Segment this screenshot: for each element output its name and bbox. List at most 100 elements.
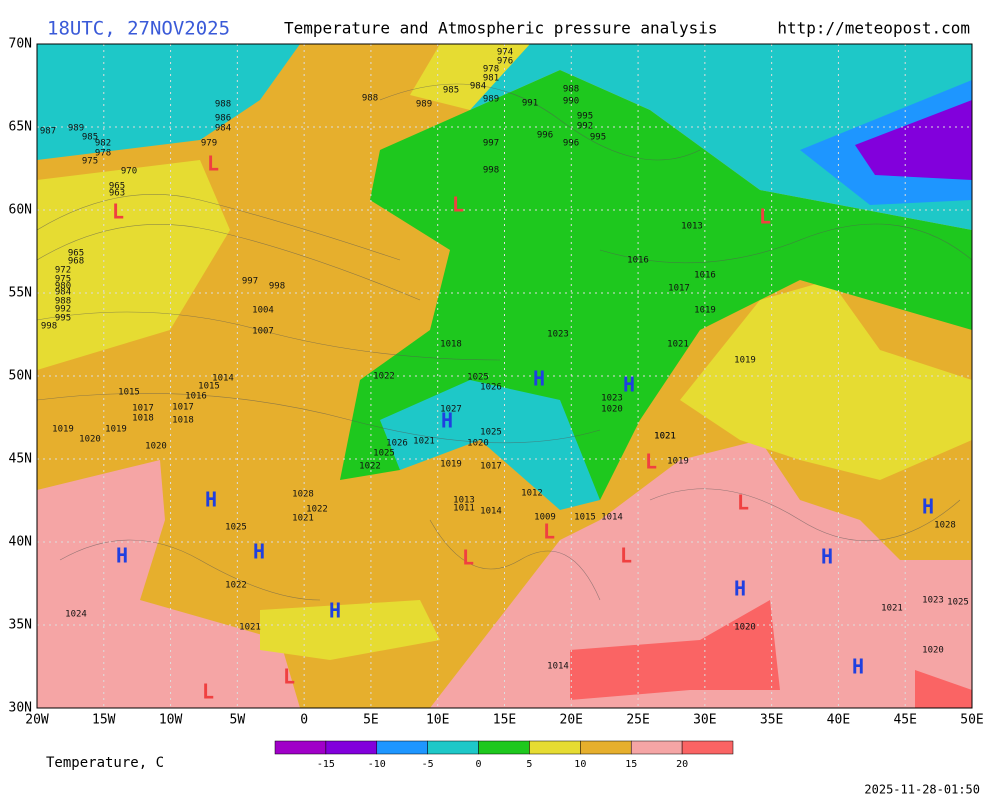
pressure-center: H	[533, 367, 545, 391]
lon-label: 35E	[760, 713, 783, 728]
legend-tick: 10	[574, 759, 586, 770]
pressure-center: H	[852, 655, 864, 679]
lon-label: 25E	[626, 713, 649, 728]
isobar-label: 1020	[734, 623, 756, 633]
isobar-label: 996	[563, 139, 579, 149]
isobar-label: 1022	[373, 372, 395, 382]
isobar-label: 1026	[480, 383, 502, 393]
isobar-label: 998	[41, 322, 57, 332]
isobar-label: 1013	[453, 496, 475, 506]
isobar-label: 1017	[480, 462, 502, 472]
isobar-label: 997	[242, 277, 258, 287]
isobar-label: 1022	[306, 505, 328, 515]
lon-label: 45E	[893, 713, 916, 728]
isobar-label: 1014	[212, 374, 234, 384]
legend-tick: 20	[676, 759, 688, 770]
isobar-label: 989	[416, 100, 432, 110]
lon-label: 40E	[827, 713, 850, 728]
isobar-label: 1021	[881, 604, 903, 614]
isobar-label: 1021	[667, 340, 689, 350]
pressure-center: L	[737, 491, 749, 515]
isobar-label: 1012	[521, 489, 543, 499]
isobar-label: 968	[68, 257, 84, 267]
isobar-label: 1021	[413, 437, 435, 447]
url: http://meteopost.com	[777, 19, 970, 38]
legend-tick: -10	[368, 759, 386, 770]
isobar-label: 1020	[922, 646, 944, 656]
isobar-label: 990	[563, 97, 579, 107]
isobar-label: 1015	[198, 382, 220, 392]
lon-label: 10E	[426, 713, 449, 728]
pressure-center: H	[253, 540, 265, 564]
isobar-label: 1023	[922, 596, 944, 606]
isobar-label: 1019	[52, 425, 74, 435]
isobar-label: 1018	[172, 416, 194, 426]
lat-label: 30N	[9, 701, 32, 716]
pressure-center: L	[462, 546, 474, 570]
isobar-label: 992	[55, 305, 71, 315]
lon-label: 30E	[693, 713, 716, 728]
timestamp: 2025-11-28-01:50	[864, 783, 980, 797]
lat-label: 70N	[9, 37, 32, 52]
pressure-center: H	[329, 599, 341, 623]
legend-swatch	[681, 740, 734, 755]
legend-swatch	[478, 740, 530, 755]
isobar-label: 1025	[467, 373, 489, 383]
lat-label: 45N	[9, 452, 32, 467]
legend-tick: 5	[526, 759, 532, 770]
isobar-label: 1018	[440, 340, 462, 350]
legend-swatch	[427, 740, 479, 755]
lat-label: 35N	[9, 618, 32, 633]
isobar-label: 981	[483, 74, 499, 84]
isobar-label: 988	[55, 297, 71, 307]
isobar-label: 1020	[79, 435, 101, 445]
lon-label: 15W	[92, 713, 116, 728]
isobar-label: 992	[577, 122, 593, 132]
pressure-center: L	[283, 665, 295, 689]
pressure-center: L	[452, 193, 464, 217]
legend-tick: 0	[476, 759, 482, 770]
isobar-label: 1021	[292, 514, 314, 524]
map-frame	[36, 43, 973, 709]
isobar-label: 980	[55, 282, 71, 292]
pressure-center: L	[543, 520, 555, 544]
pressure-center: H	[734, 577, 746, 601]
legend-swatch	[529, 740, 581, 755]
isobar-label: 1009	[534, 513, 556, 523]
isobar-label: 1018	[132, 414, 154, 424]
lon-label: 5E	[363, 713, 379, 728]
title: Temperature and Atmospheric pressure ana…	[284, 19, 717, 38]
isobar-label: 975	[55, 275, 71, 285]
pressure-center: L	[207, 152, 219, 176]
legend-swatch	[630, 740, 683, 755]
isobar-label: 1014	[480, 507, 502, 517]
isobar-label: 985	[443, 86, 459, 96]
isobar-label: 989	[483, 95, 499, 105]
legend-tick: 15	[625, 759, 637, 770]
pressure-center: H	[441, 409, 453, 433]
isobar-label: 1019	[105, 425, 127, 435]
isobar-label: 1019	[440, 460, 462, 470]
grid	[37, 44, 972, 708]
isobar-label: 1024	[65, 610, 87, 620]
time: 18UTC, 27NOV2025	[47, 18, 230, 40]
isobar-label: 1004	[252, 306, 274, 316]
isobar-label: 984	[215, 124, 231, 134]
pressure-center: L	[202, 680, 214, 704]
lon-label: 5W	[230, 713, 246, 728]
isobar-label: 982	[95, 139, 111, 149]
isobar-label: 965	[109, 182, 125, 192]
isobar-label: 978	[95, 149, 111, 159]
legend-title: Temperature, C	[46, 755, 164, 771]
isobar-label: 975	[82, 157, 98, 167]
lat-label: 65N	[9, 120, 32, 135]
isobar-label: 1016	[694, 271, 716, 281]
isobar-label: 988	[215, 100, 231, 110]
lon-label: 20W	[25, 713, 49, 728]
isobar-label: 1016	[627, 256, 649, 266]
isobar-label: 1025	[947, 598, 969, 608]
isobar-label: 985	[82, 133, 98, 143]
isobar-label: 1014	[547, 662, 569, 672]
isobar-label: 995	[590, 133, 606, 143]
